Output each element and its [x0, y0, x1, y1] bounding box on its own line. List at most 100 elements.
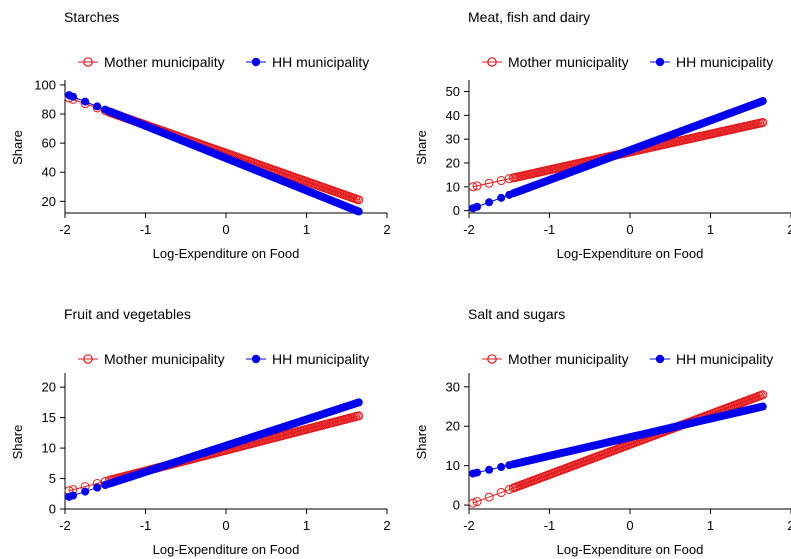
x-tick-label: -2 [463, 518, 475, 533]
x-tick-label: -1 [544, 518, 556, 533]
data-point [497, 463, 506, 472]
series-line [472, 394, 764, 504]
data-point [758, 402, 767, 411]
x-tick-label: 0 [222, 222, 229, 237]
y-tick-label: 5 [49, 471, 56, 486]
legend-marker-hollow [83, 57, 93, 67]
x-tick-label: 1 [303, 518, 310, 533]
x-tick-label: 0 [626, 222, 633, 237]
legend-label: HH municipality [272, 351, 369, 367]
data-point [69, 92, 78, 101]
chart-title: Fruit and vegetables [64, 306, 191, 322]
data-point [354, 195, 364, 205]
data-point [484, 492, 494, 502]
y-tick-label: 0 [453, 203, 460, 218]
data-point [472, 497, 482, 507]
y-axis-label: Share [10, 425, 25, 460]
y-axis-label: Share [414, 425, 429, 460]
y-tick-label: 40 [42, 165, 56, 180]
data-point [758, 117, 768, 127]
data-point [496, 488, 506, 498]
y-tick-label: 20 [42, 194, 56, 209]
legend-label: Mother municipality [508, 351, 629, 367]
legend-marker-filled [251, 354, 261, 364]
chart-panel: Meat, fish and dairy Mother municipality H… [414, 9, 791, 261]
data-point [354, 411, 364, 421]
y-tick-label: 80 [42, 107, 56, 122]
x-tick-label: -2 [59, 222, 71, 237]
data-point [758, 390, 768, 400]
legend-marker-filled [655, 354, 665, 364]
chart-panel: Fruit and vegetables Mother municipality H… [10, 306, 391, 557]
y-tick-label: 100 [34, 77, 56, 92]
data-point [504, 174, 514, 184]
y-tick-label: 50 [446, 84, 460, 99]
data-point [93, 483, 102, 492]
x-tick-label: 1 [707, 518, 714, 533]
x-tick-label: 0 [626, 518, 633, 533]
x-tick-label: -1 [544, 222, 556, 237]
x-tick-label: 2 [383, 518, 390, 533]
legend-marker-hollow [487, 354, 497, 364]
legend-marker-hollow [487, 57, 497, 67]
x-tick-label: 2 [383, 222, 390, 237]
data-point [473, 202, 482, 211]
chart-title: Salt and sugars [468, 306, 565, 322]
data-point [81, 487, 90, 496]
x-tick-label: -2 [59, 518, 71, 533]
y-tick-label: 20 [446, 155, 460, 170]
chart-title: Meat, fish and dairy [468, 9, 590, 25]
legend-label: HH municipality [676, 54, 773, 70]
y-tick-label: 10 [446, 179, 460, 194]
data-point [354, 207, 363, 216]
legend-marker-hollow [83, 354, 93, 364]
x-tick-label: 2 [787, 222, 791, 237]
y-axis-label: Share [414, 130, 429, 165]
chart-panel: Salt and sugars Mother municipality HH mun… [414, 306, 791, 557]
y-tick-label: 10 [446, 458, 460, 473]
legend-label: HH municipality [272, 54, 369, 70]
legend-label: Mother municipality [104, 54, 225, 70]
data-point [81, 97, 90, 106]
data-point [484, 178, 494, 188]
y-tick-label: 15 [42, 410, 56, 425]
legend-label: Mother municipality [104, 351, 225, 367]
data-point [485, 198, 494, 207]
x-tick-label: -2 [463, 222, 475, 237]
y-tick-label: 30 [446, 379, 460, 394]
x-tick-label: 2 [787, 518, 791, 533]
y-tick-label: 30 [446, 132, 460, 147]
legend-marker-filled [251, 57, 261, 67]
y-tick-label: 40 [446, 108, 460, 123]
y-tick-label: 0 [49, 502, 56, 517]
data-point [485, 465, 494, 474]
chart-title: Starches [64, 9, 119, 25]
data-point [473, 468, 482, 477]
y-tick-label: 10 [42, 441, 56, 456]
x-tick-label: -1 [140, 222, 152, 237]
y-tick-label: 0 [453, 498, 460, 513]
data-point [69, 491, 78, 500]
chart-panel: Starches Mother municipality HH municipali… [10, 9, 391, 261]
legend-label: HH municipality [676, 351, 773, 367]
x-axis-label: Log-Expenditure on Food [557, 542, 704, 557]
x-tick-label: 1 [707, 222, 714, 237]
data-point [468, 182, 478, 192]
x-axis-label: Log-Expenditure on Food [153, 542, 300, 557]
legend-marker-filled [655, 57, 665, 67]
data-point [472, 181, 482, 191]
y-tick-label: 20 [42, 380, 56, 395]
data-point [497, 193, 506, 202]
x-tick-label: -1 [140, 518, 152, 533]
y-tick-label: 20 [446, 419, 460, 434]
x-tick-label: 0 [222, 518, 229, 533]
data-point [468, 498, 478, 508]
data-point [93, 102, 102, 111]
data-point [758, 97, 767, 106]
y-axis-label: Share [10, 130, 25, 165]
legend-label: Mother municipality [508, 54, 629, 70]
x-axis-label: Log-Expenditure on Food [153, 246, 300, 261]
x-tick-label: 1 [303, 222, 310, 237]
data-point [354, 398, 363, 407]
